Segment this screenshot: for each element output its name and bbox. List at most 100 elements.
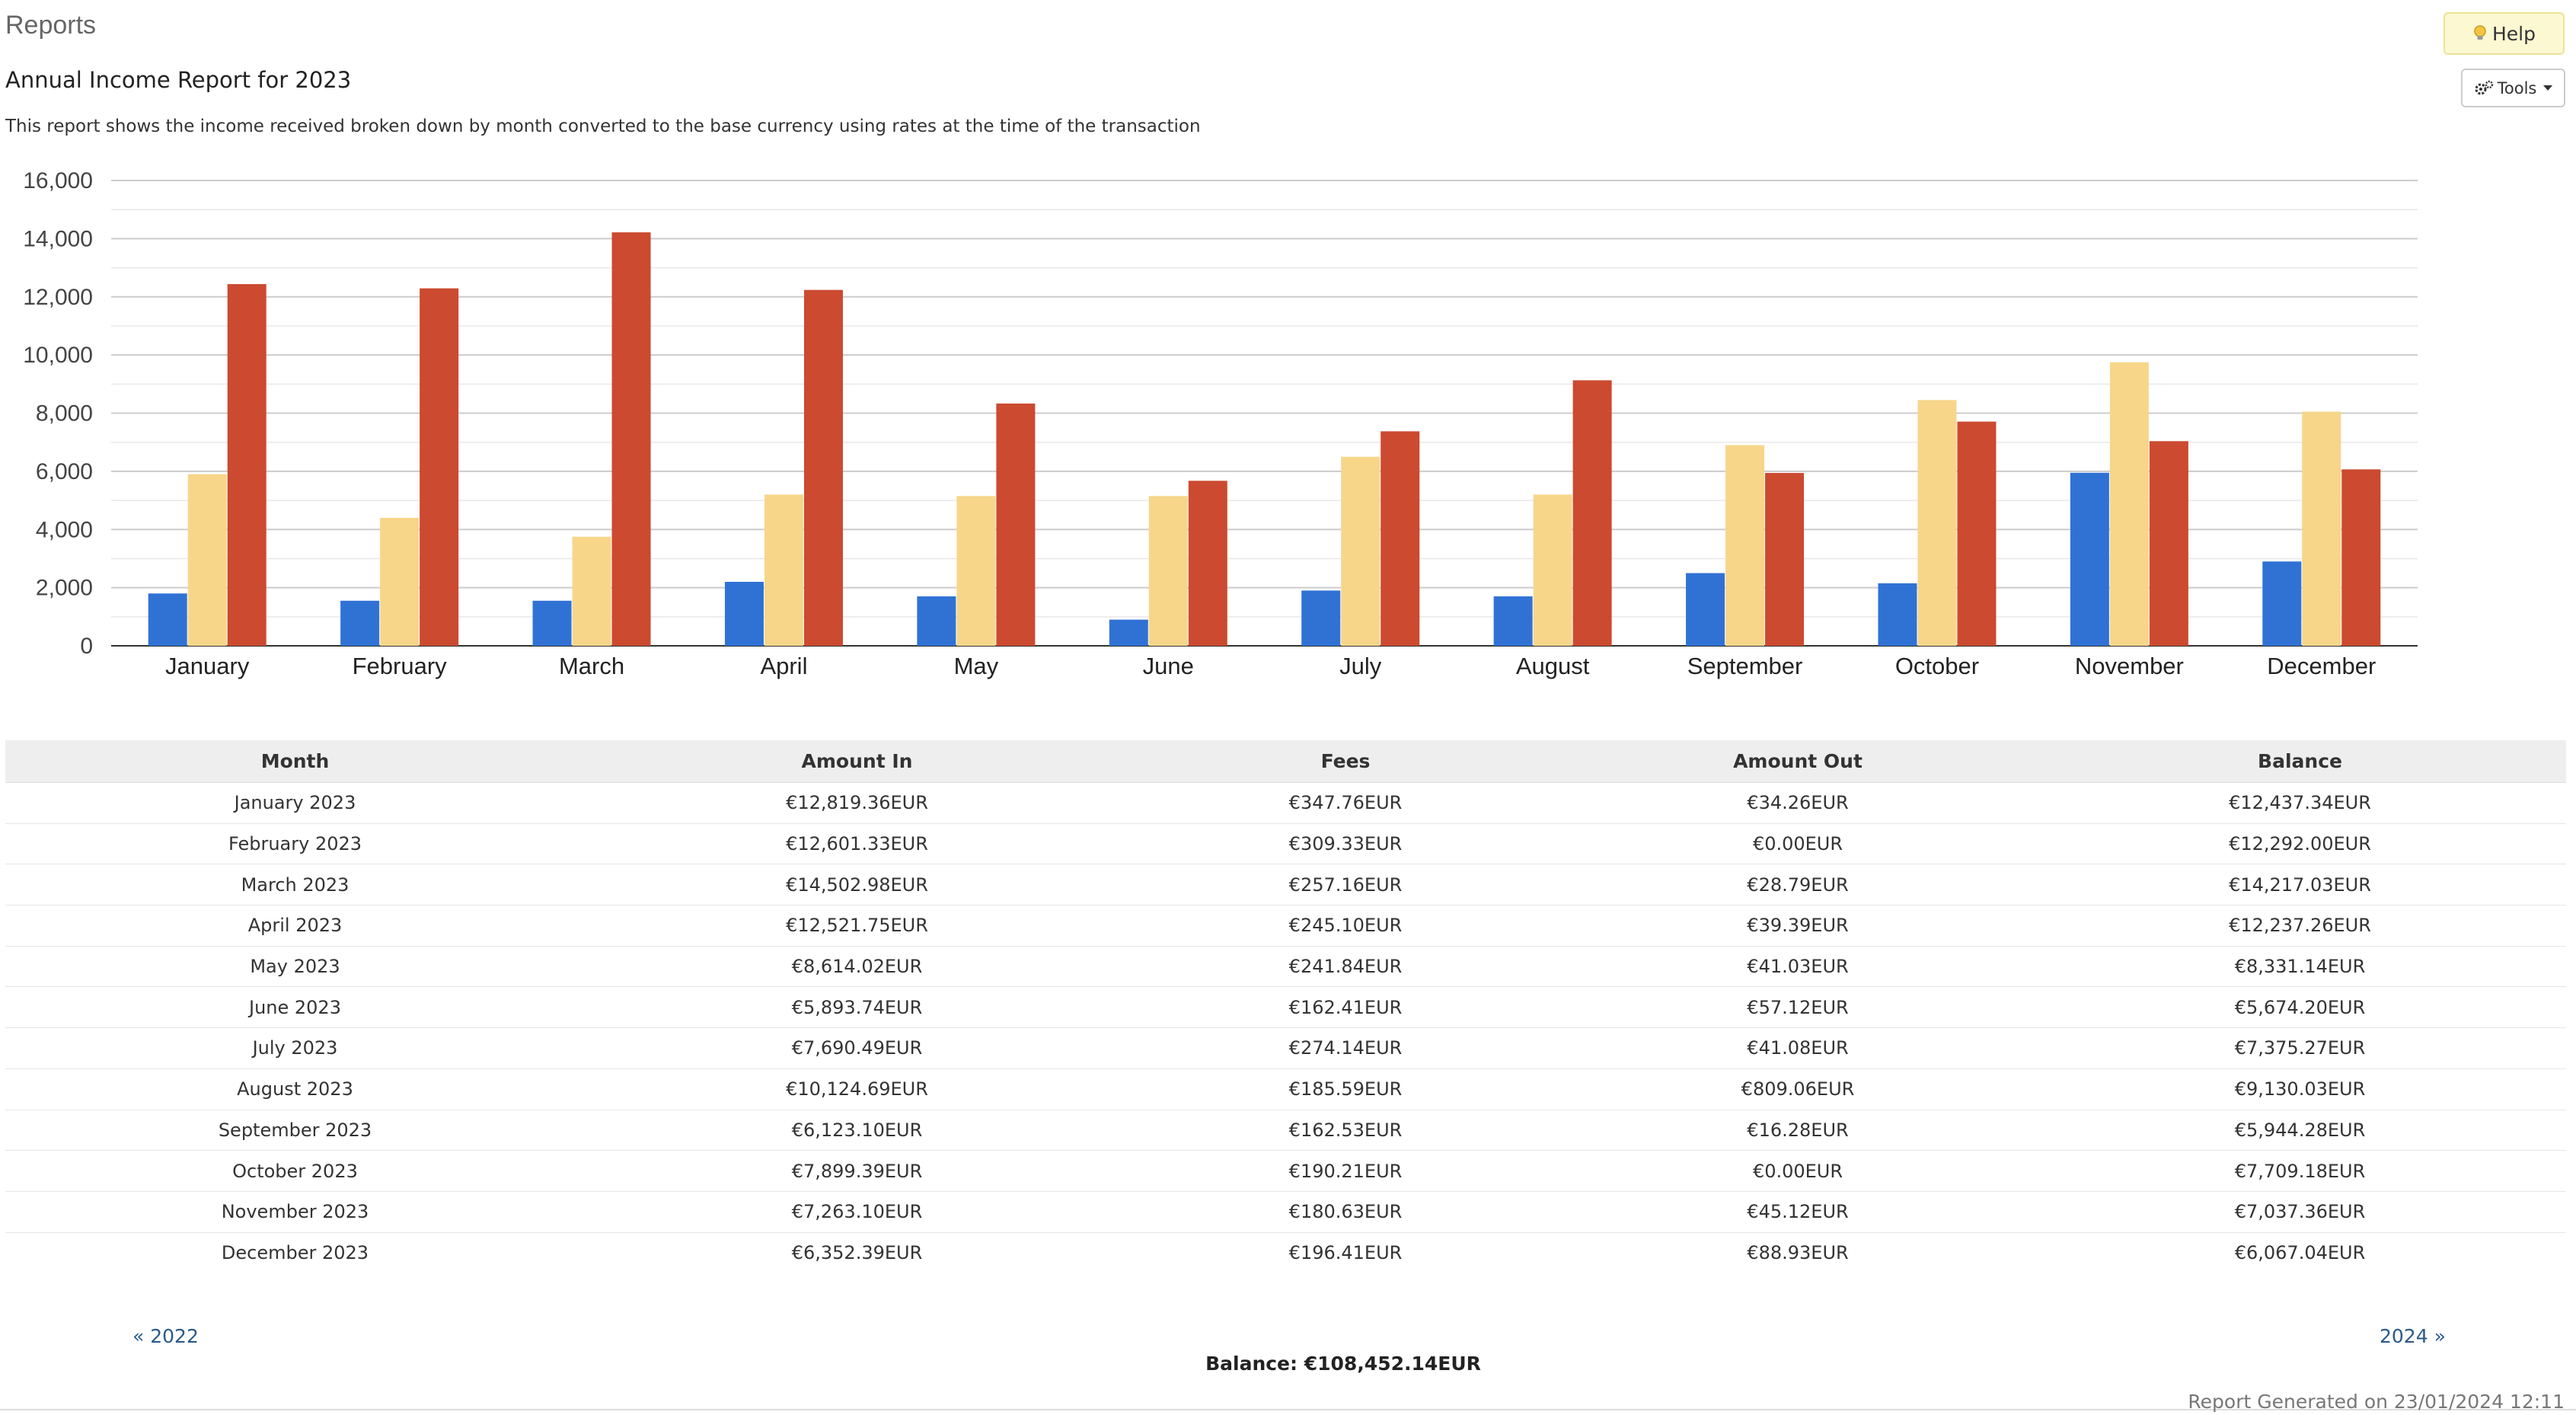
x-category-label: December	[2267, 653, 2376, 679]
bar-april-series-2[interactable]	[764, 494, 803, 646]
bar-august-series-1[interactable]	[1493, 596, 1533, 646]
report-description: This report shows the income received br…	[5, 117, 1201, 136]
cell-amount-in: €12,521.75EUR	[585, 905, 1129, 947]
bar-september-series-3[interactable]	[1765, 473, 1805, 646]
bar-may-series-1[interactable]	[917, 596, 956, 646]
cell-month: October 2023	[5, 1150, 585, 1192]
bar-january-series-3[interactable]	[227, 284, 267, 646]
column-header-month[interactable]: Month	[5, 740, 585, 783]
table-row: June 2023 €5,893.74EUR €162.41EUR €57.12…	[5, 986, 2566, 1029]
bar-february-series-1[interactable]	[340, 600, 380, 646]
income-table: Month Amount In Fees Amount Out Balance …	[5, 740, 2566, 1273]
tools-dropdown-button[interactable]: Tools	[2461, 69, 2565, 107]
column-header-amount-out[interactable]: Amount Out	[1562, 740, 2034, 783]
cell-amount-out: €41.08EUR	[1562, 1027, 2034, 1069]
cell-amount-in: €6,123.10EUR	[585, 1110, 1129, 1151]
cell-amount-out: €41.03EUR	[1562, 946, 2034, 988]
bar-may-series-2[interactable]	[956, 496, 996, 646]
bar-september-series-1[interactable]	[1686, 573, 1725, 646]
cell-month: April 2023	[5, 905, 585, 947]
bar-march-series-2[interactable]	[572, 536, 611, 646]
cell-fees: €190.21EUR	[1129, 1150, 1562, 1192]
cell-amount-in: €14,502.98EUR	[585, 864, 1129, 906]
bar-june-series-3[interactable]	[1188, 481, 1227, 646]
cell-balance: €14,217.03EUR	[2034, 864, 2566, 906]
gears-icon	[2475, 80, 2493, 94]
bar-february-series-3[interactable]	[420, 288, 459, 646]
bar-december-series-3[interactable]	[2341, 469, 2381, 646]
bar-december-series-2[interactable]	[2302, 411, 2341, 646]
table-row: February 2023 €12,601.33EUR €309.33EUR €…	[5, 823, 2566, 865]
y-tick-label: 14,000	[23, 226, 93, 251]
cell-amount-out: €16.28EUR	[1562, 1110, 2034, 1151]
bar-august-series-3[interactable]	[1572, 380, 1612, 646]
bar-june-series-2[interactable]	[1148, 496, 1188, 646]
cell-month: September 2023	[5, 1110, 585, 1151]
cell-amount-in: €7,899.39EUR	[585, 1150, 1129, 1192]
previous-year-link[interactable]: « 2022	[132, 1325, 199, 1347]
x-category-label: June	[1143, 653, 1194, 679]
bar-january-series-2[interactable]	[187, 474, 227, 646]
help-button-label: Help	[2492, 22, 2536, 45]
bar-april-series-3[interactable]	[803, 289, 843, 646]
cell-month: March 2023	[5, 864, 585, 906]
x-category-label: March	[559, 653, 624, 679]
next-year-link[interactable]: 2024 »	[2380, 1325, 2446, 1347]
x-category-label: July	[1339, 653, 1382, 679]
bar-november-series-1[interactable]	[2070, 472, 2109, 646]
cell-amount-out: €0.00EUR	[1562, 1150, 2034, 1192]
balance-total: Balance: €108,452.14EUR	[1205, 1353, 1481, 1375]
cell-amount-in: €7,690.49EUR	[585, 1027, 1129, 1069]
table-row: July 2023 €7,690.49EUR €274.14EUR €41.08…	[5, 1027, 2566, 1069]
bar-march-series-1[interactable]	[532, 600, 572, 646]
cell-fees: €180.63EUR	[1129, 1191, 1562, 1233]
report-title: Annual Income Report for 2023	[5, 67, 352, 93]
bar-october-series-1[interactable]	[1878, 583, 1917, 646]
cell-amount-in: €12,601.33EUR	[585, 823, 1129, 865]
bar-june-series-1[interactable]	[1109, 619, 1148, 646]
cell-amount-in: €7,263.10EUR	[585, 1191, 1129, 1233]
bar-april-series-1[interactable]	[724, 581, 764, 646]
bar-july-series-2[interactable]	[1341, 456, 1381, 646]
cell-amount-in: €10,124.69EUR	[585, 1068, 1129, 1110]
bar-july-series-1[interactable]	[1301, 590, 1341, 646]
x-category-label: February	[353, 653, 448, 679]
bar-december-series-1[interactable]	[2262, 561, 2302, 646]
bar-may-series-3[interactable]	[996, 403, 1036, 646]
column-header-fees[interactable]: Fees	[1129, 740, 1562, 783]
x-category-label: August	[1516, 653, 1590, 679]
bar-march-series-3[interactable]	[611, 232, 651, 646]
bar-november-series-2[interactable]	[2109, 362, 2149, 646]
y-tick-label: 8,000	[36, 401, 93, 426]
table-row: January 2023 €12,819.36EUR €347.76EUR €3…	[5, 782, 2566, 824]
help-button[interactable]: Help	[2444, 12, 2565, 55]
cell-balance: €8,331.14EUR	[2034, 946, 2566, 988]
cell-month: August 2023	[5, 1068, 585, 1110]
cell-amount-out: €88.93EUR	[1747, 1241, 1849, 1263]
cell-fees: €245.10EUR	[1129, 905, 1562, 947]
bar-november-series-3[interactable]	[2149, 441, 2188, 646]
y-tick-label: 16,000	[23, 168, 93, 193]
bar-august-series-2[interactable]	[1533, 494, 1572, 646]
bar-january-series-1[interactable]	[148, 593, 187, 646]
cell-balance: €9,130.03EUR	[2034, 1068, 2566, 1110]
bar-february-series-2[interactable]	[380, 517, 420, 646]
cell-amount-in: €6,352.39EUR	[791, 1241, 923, 1263]
x-category-label: April	[760, 653, 807, 679]
bar-october-series-3[interactable]	[1957, 421, 1997, 646]
cell-balance: €5,944.28EUR	[2034, 1110, 2566, 1151]
cell-amount-out: €34.26EUR	[1562, 782, 2034, 824]
cell-fees: €241.84EUR	[1129, 946, 1562, 988]
cell-amount-out: €0.00EUR	[1562, 823, 2034, 865]
cell-balance: €12,237.26EUR	[2034, 905, 2566, 947]
cell-fees: €309.33EUR	[1129, 823, 1562, 865]
column-header-amount-in[interactable]: Amount In	[585, 740, 1129, 783]
income-bar-chart: 0 2,000 4,000 6,000 8,000 10,000 12,000 14,000 1…	[23, 168, 2418, 679]
caret-down-icon	[2543, 85, 2553, 91]
bar-july-series-3[interactable]	[1381, 431, 1420, 646]
cell-fees: €274.14EUR	[1129, 1027, 1562, 1069]
bar-september-series-2[interactable]	[1725, 445, 1765, 646]
column-header-balance[interactable]: Balance	[2034, 740, 2566, 783]
bar-october-series-2[interactable]	[1917, 400, 1957, 646]
y-tick-label: 6,000	[36, 459, 93, 484]
